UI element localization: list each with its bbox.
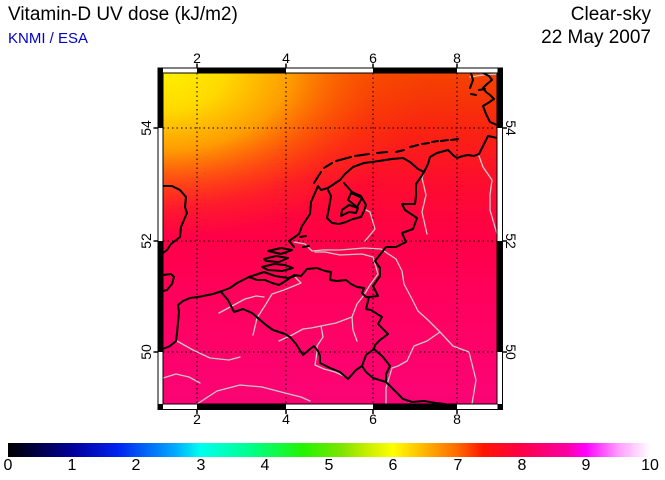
somme-river — [176, 340, 241, 361]
colorbar-label-6: 6 — [388, 457, 398, 474]
coastlines-and-borders — [163, 73, 497, 404]
oise-river — [196, 384, 311, 404]
denmark-germany-border — [469, 73, 497, 78]
source-credit: KNMI / ESA — [8, 30, 89, 47]
dose-colorbar — [8, 443, 650, 457]
frame-black-segments — [158, 68, 503, 410]
y-tick-right-54: 54 — [503, 120, 519, 136]
y-tick-left-50: 50 — [138, 344, 154, 360]
flanders-shore — [248, 276, 266, 281]
colorbar-label-5: 5 — [324, 457, 334, 474]
holland-waterways — [299, 235, 310, 248]
y-tick-left-52: 52 — [138, 233, 154, 249]
colorbar-label-3: 3 — [196, 457, 206, 474]
england-east-coast — [163, 185, 188, 254]
seine-basin-river — [163, 373, 201, 384]
axis-ticks — [153, 63, 507, 414]
x-tick-top-8: 8 — [453, 50, 461, 66]
rhine-river — [293, 241, 477, 404]
colorbar-label-0: 0 — [3, 457, 13, 474]
moselle-river — [385, 331, 441, 404]
sylt-island — [469, 73, 474, 89]
east-frisian-islands — [395, 138, 459, 153]
france-belgium-coast — [163, 271, 265, 350]
belgium-netherlands-border — [264, 267, 370, 298]
wadden-islands-nl — [313, 151, 388, 184]
y-tick-right-52: 52 — [503, 233, 519, 249]
lys-river — [218, 295, 265, 314]
map-field — [163, 73, 497, 404]
x-tick-top-2: 2 — [193, 50, 201, 66]
north-frisia-denmark-coast — [482, 73, 497, 126]
colorbar-label-7: 7 — [453, 457, 463, 474]
noordoostpolder — [347, 192, 363, 208]
x-tick-top-6: 6 — [369, 50, 377, 66]
sky-condition-label: Clear-sky — [570, 4, 651, 25]
zeeland-island-2 — [263, 255, 289, 263]
colorbar-label-1: 1 — [67, 457, 77, 474]
zeeland-island-3 — [267, 247, 293, 255]
colorbar-label-8: 8 — [517, 457, 527, 474]
x-tick-bottom-2: 2 — [193, 411, 201, 427]
x-tick-bottom-6: 6 — [369, 411, 377, 427]
netherlands-germany-coast — [288, 135, 497, 248]
colorbar-label-2: 2 — [131, 457, 141, 474]
map-frame — [153, 63, 507, 414]
amrum-island — [470, 93, 477, 96]
date-label: 22 May 2007 — [541, 27, 651, 48]
flevoland-polder — [340, 204, 359, 217]
netherlands-germany-border — [365, 171, 425, 350]
x-tick-bottom-8: 8 — [453, 411, 461, 427]
zeeland-island-1 — [261, 263, 294, 272]
ourthe-river — [351, 316, 358, 342]
x-tick-bottom-4: 4 — [282, 411, 290, 427]
kent-coast — [163, 273, 175, 292]
luxembourg-france-germany-border — [361, 348, 446, 404]
page-title: Vitamin-D UV dose (kJ/m2) — [8, 4, 238, 25]
foehr-island — [478, 88, 486, 91]
belgium-france-border — [220, 291, 363, 380]
y-tick-right-50: 50 — [503, 344, 519, 360]
ijssel-river — [363, 208, 376, 242]
sambre-river — [278, 325, 322, 342]
luxembourg-germany-border — [373, 348, 391, 383]
colorbar-label-4: 4 — [260, 457, 270, 474]
x-tick-top-4: 4 — [282, 50, 290, 66]
colorbar-label-10: 10 — [641, 457, 659, 474]
colorbar-label-9: 9 — [581, 457, 591, 474]
uv-dose-gradient-highlight — [163, 73, 497, 404]
weser-river — [478, 155, 497, 235]
y-tick-left-54: 54 — [138, 120, 154, 136]
